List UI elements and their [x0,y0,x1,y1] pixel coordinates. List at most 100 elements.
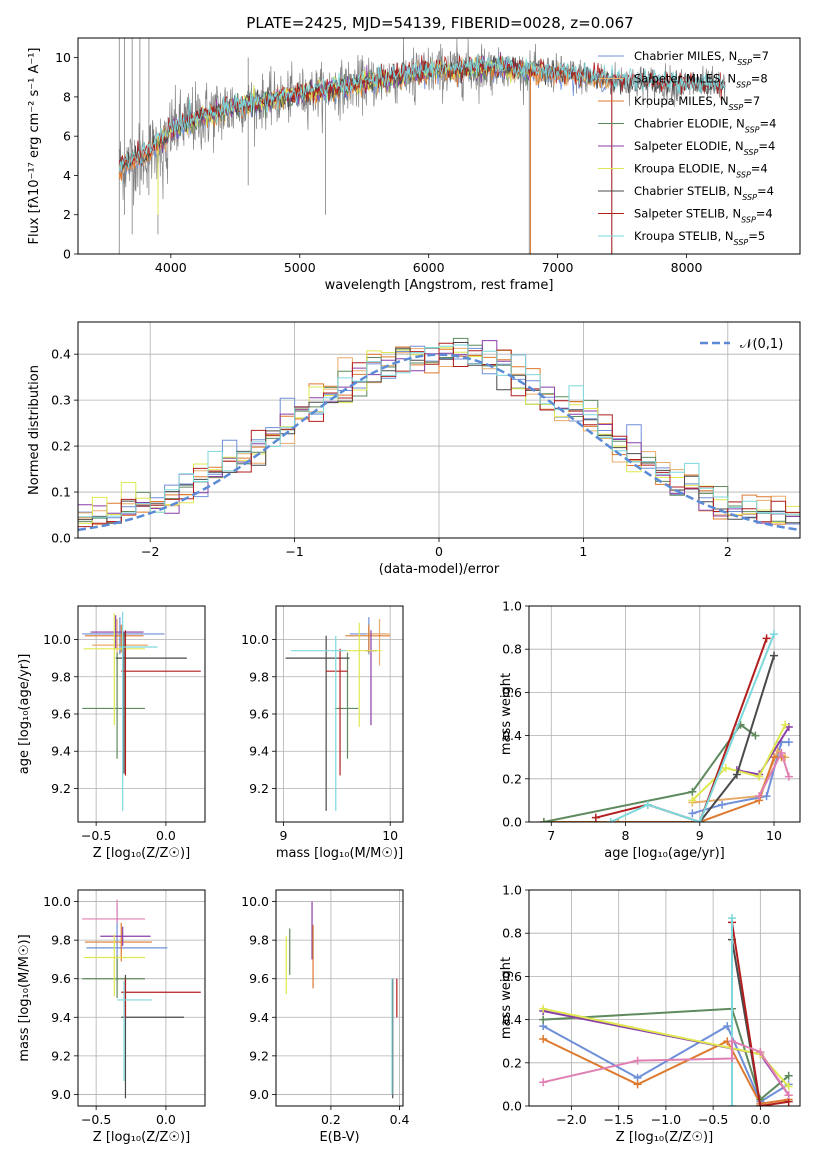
y-tick-label: 0.2 [51,439,71,454]
weight-marker [777,748,786,757]
y-tick-label: 0.0 [502,1099,522,1114]
histogram-step [78,344,800,518]
y-tick-label: 10.0 [241,894,269,909]
x-tick-label: 5000 [284,260,316,275]
z-weight-panel: −2.0 −1.5 −1.0 −0.5 0.0 0.0 0.2 0.4 0.6 0.8 1.0 Z [… [499,883,801,1145]
y-tick-label: 9.6 [249,707,269,722]
y-tick-label: 9.0 [51,1087,71,1102]
legend-label: Chabrier STELIB, NSSP=4 [634,184,774,202]
y-tick-label: 0.2 [502,771,522,786]
y-tick-label: 0.6 [502,685,522,700]
y-tick-label: 4 [63,168,71,183]
spectrum-panel: 4000 5000 6000 7000 8000 0 2 4 6 8 10 wavelength [A… [27,14,801,293]
plot-area [285,617,391,811]
y-tick-label: 9.8 [249,669,269,684]
weight-marker [633,1080,642,1089]
x-tick-label: −2.0 [556,1112,586,1127]
x-tick-label: 2 [724,544,732,559]
x-tick-label: 4000 [155,260,187,275]
y-axis-label: mass [log₁₀(M/M☉)] [17,934,32,1061]
x-tick-label: −2 [141,544,159,559]
weight-marker [770,651,779,660]
x-tick-label: 0.4 [390,1112,410,1127]
legend: Chabrier MILES, NSSP=7 Salpeter MILES, NS… [598,49,776,247]
y-tick-label: 9.4 [51,744,71,759]
weight-marker [591,813,600,822]
weight-marker [539,1078,548,1087]
x-tick-label: 0.0 [156,828,176,843]
x-tick-label: −0.5 [698,1112,728,1127]
model-spectrum-kroupa-stelib [118,54,726,172]
weight-marker [732,770,741,779]
x-tick-label: −0.5 [81,1112,111,1127]
weight-marker [728,1102,737,1106]
y-tick-label: 9.6 [249,971,269,986]
x-tick-label: 0 [435,544,443,559]
weight-marker [633,1056,642,1065]
legend-label: 𝒩(0,1) [740,337,783,352]
y-tick-label: 9.2 [51,1048,71,1063]
legend-label: Chabrier MILES, NSSP=7 [634,49,769,67]
x-axis-label: mass [log₁₀(M/M☉)] [276,846,403,861]
z-age-panel: −0.5 0.0 9.2 9.4 9.6 9.8 10.0 Z [log₁₀(Z/Z☉)] ag… [17,605,206,861]
y-tick-label: 10 [55,50,71,65]
plot-area [285,901,398,1099]
axes-frame [528,605,801,823]
x-tick-label: 9 [696,828,704,843]
axes-frame [275,605,404,823]
chart-title: PLATE=2425, MJD=54139, FIBERID=0028, z=0… [246,14,633,32]
weight-marker [762,634,771,643]
weight-marker [762,792,771,801]
y-tick-label: 2 [63,207,71,222]
plot-area [82,899,201,1099]
x-tick-label: 10 [766,828,782,843]
weight-marker [784,738,793,747]
x-tick-label: 10 [382,828,398,843]
legend-label: Kroupa MILES, NSSP=7 [634,94,760,112]
weight-line [731,922,789,1106]
weight-marker [756,1048,765,1056]
legend-label: Salpeter STELIB, NSSP=4 [634,207,773,225]
weight-marker [755,792,764,801]
y-tick-label: 10.0 [43,632,71,647]
weight-marker [721,764,730,772]
axes-frame [77,321,801,539]
legend-label: Salpeter MILES, NSSP=8 [634,72,768,90]
weight-marker [781,720,790,729]
weight-marker [688,809,697,818]
axes-frame [528,889,801,1107]
y-tick-label: 9.4 [249,744,269,759]
z-mass-panel: −0.5 0.0 9.0 9.2 9.4 9.6 9.8 10.0 Z [log₁₀(Z/Z☉)… [17,889,206,1145]
x-tick-label: 0.0 [156,1112,176,1127]
x-tick-label: 0.0 [750,1112,770,1127]
weight-marker [539,818,548,822]
y-axis-label: age [log₁₀(age/yr)] [17,654,32,775]
weight-marker [770,753,779,762]
y-tick-label: 0.8 [502,926,522,941]
weight-line [691,724,787,802]
y-axis-label: mass weight [499,957,514,1039]
y-axis-label: Normed distribution [27,365,42,495]
x-tick-label: 8000 [671,260,703,275]
x-tick-label: 1 [579,544,587,559]
weight-marker [688,796,697,805]
weight-marker [784,1071,793,1080]
y-tick-label: 9.6 [51,971,71,986]
y-tick-label: 1.0 [502,599,522,614]
y-tick-label: 8 [63,89,71,104]
weight-marker [784,1091,793,1100]
x-axis-label: (data-model)/error [379,562,500,577]
weight-marker [695,818,704,822]
x-axis-label: Z [log₁₀(Z/Z☉)] [616,1130,713,1145]
plot-area [78,337,800,532]
y-tick-label: 9.8 [51,933,71,948]
age-weight-panel: 7 8 9 10 0.0 0.2 0.4 0.6 0.8 1.0 age [log₁₀(age/yr… [499,599,801,861]
axes-frame [77,605,206,823]
legend-label: Kroupa ELODIE, NSSP=4 [634,162,768,180]
weight-marker [756,1102,765,1106]
x-tick-label: −1.0 [651,1112,681,1127]
x-tick-label: −1.5 [604,1112,634,1127]
axes-frame [77,889,206,1107]
legend-label: Kroupa STELIB, NSSP=5 [634,229,765,247]
